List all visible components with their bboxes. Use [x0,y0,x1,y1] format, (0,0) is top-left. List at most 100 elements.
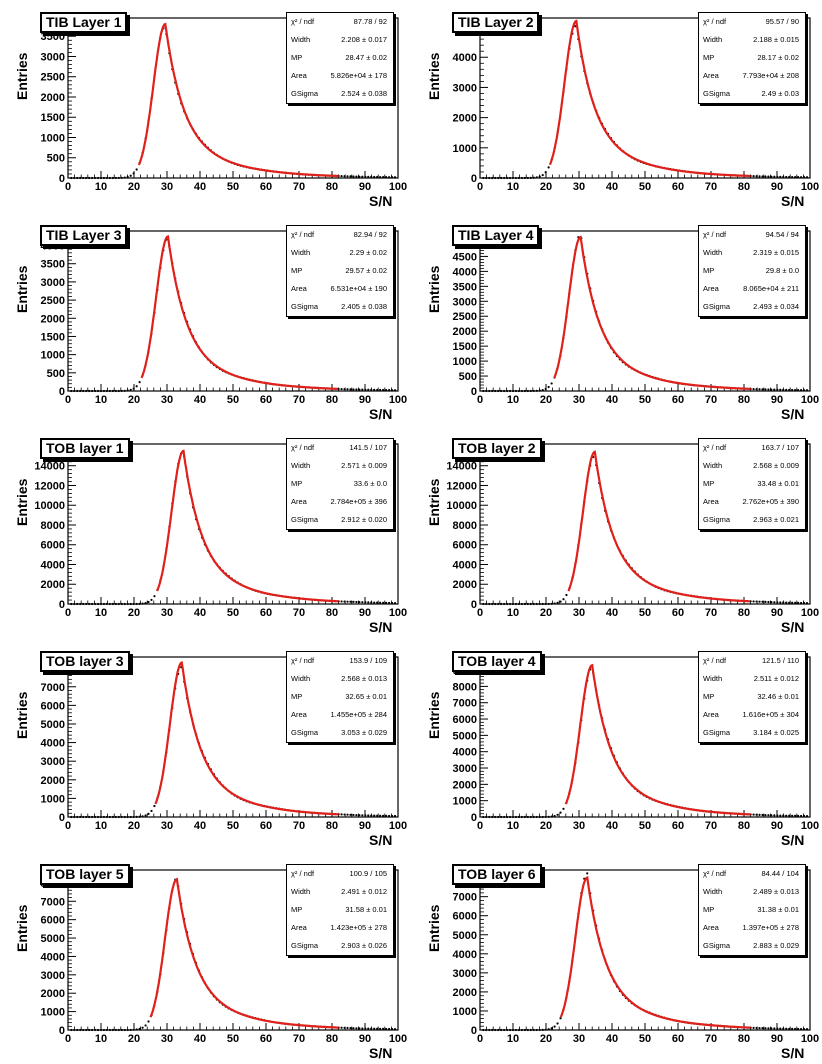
data-point [520,815,524,819]
data-point [767,388,770,391]
stats-value: 31.58 ± 0.01 [345,905,387,914]
x-tick-label: 70 [293,607,305,619]
data-point [526,389,529,393]
stats-row: Area 2.762e+05 ± 390 [703,493,801,511]
x-tick-label: 100 [389,181,407,193]
data-point [491,602,494,606]
x-tick-label: 30 [573,607,585,619]
stats-label: χ² / ndf [703,869,727,878]
data-point [755,600,758,603]
data-point [364,1027,367,1030]
data-point [799,814,803,818]
y-tick-label: 3000 [453,763,477,775]
y-tick-label: 3000 [41,277,65,289]
data-point [135,1028,138,1031]
x-tick-label: 40 [194,181,206,193]
data-point [508,1028,512,1032]
data-point [108,176,112,180]
x-tick-label: 40 [194,820,206,832]
x-tick-label: 40 [194,394,206,406]
data-point [500,1028,503,1032]
data-point [126,815,129,819]
stats-row: χ² / ndf 84.44 / 104 [703,865,801,883]
stats-value: 153.9 / 109 [349,656,387,665]
data-point [776,601,779,604]
data-point [514,389,518,393]
y-tick-label: 1000 [453,356,477,368]
data-point [358,814,361,817]
chart-panel: 0 10 20 30 40 50 60 70 80 90 100 0 500 1000 1500 2000 25… [0,213,408,425]
data-point [352,1027,355,1030]
data-point [390,814,394,818]
data-point [535,389,538,392]
stats-label: Width [291,248,311,257]
fit-stats-box: χ² / ndf 121.5 / 110 Width 2.511 ± 0.012 MP 3… [698,651,806,743]
data-point [794,175,797,179]
data-point [138,815,141,818]
data-point [373,175,376,179]
data-point [761,175,764,178]
data-point [770,814,773,817]
data-point [346,1026,349,1030]
data-point [520,176,524,180]
data-point [544,171,547,174]
x-tick-label: 40 [606,607,618,619]
fit-curve [559,876,751,1029]
data-point [538,175,541,178]
data-point [782,1027,785,1030]
data-point [382,176,385,179]
data-point [497,815,500,819]
x-axis-label: S/N [781,193,805,209]
x-tick-label: 30 [573,394,585,406]
fit-curve [137,22,339,178]
data-point [129,815,132,819]
x-tick-label: 50 [227,820,239,832]
data-point [773,175,776,178]
stats-row: Area 1.455e+05 ± 284 [291,706,389,724]
data-point [93,602,97,606]
data-point [526,1028,529,1032]
data-point [782,175,785,179]
y-tick-label: 4000 [41,738,65,750]
y-tick-label: 8000 [453,681,477,693]
data-point [565,593,568,597]
data-point [376,601,379,604]
x-tick-label: 50 [227,607,239,619]
data-point [794,814,797,817]
data-point [70,176,73,180]
data-point [526,176,529,180]
chart-title: TOB layer 5 [40,864,130,885]
data-point [96,815,100,819]
data-point [138,602,141,605]
y-tick-label: 3000 [41,970,65,982]
stats-row: χ² / ndf 141.5 / 107 [291,439,389,457]
data-point [547,815,550,818]
stats-label: χ² / ndf [291,230,315,239]
stats-row: χ² / ndf 100.9 / 105 [291,865,389,883]
stats-value: 2.784e+05 ± 396 [330,497,387,506]
y-tick-label: 2000 [453,326,477,338]
data-point [379,388,382,392]
stats-value: 2.524 ± 0.038 [341,89,387,98]
x-tick-label: 100 [389,394,407,406]
stats-label: Width [703,248,723,257]
data-point [364,601,367,604]
x-tick-label: 60 [672,394,684,406]
y-tick-label: 8000 [453,520,477,532]
data-point [523,176,526,180]
data-point [556,601,559,604]
data-point [147,812,150,815]
stats-label: Width [291,35,311,44]
data-point [526,815,529,819]
data-point [93,389,97,393]
fit-curve [567,450,750,603]
y-axis-label: Entries [14,478,30,526]
x-axis-label: S/N [369,406,393,422]
data-point [562,598,565,601]
y-tick-label: 2500 [41,72,65,84]
y-tick-label: 0 [471,173,477,185]
data-point [358,1027,361,1030]
fit-curve [564,663,751,816]
data-point [70,389,73,393]
y-tick-label: 0 [471,812,477,824]
